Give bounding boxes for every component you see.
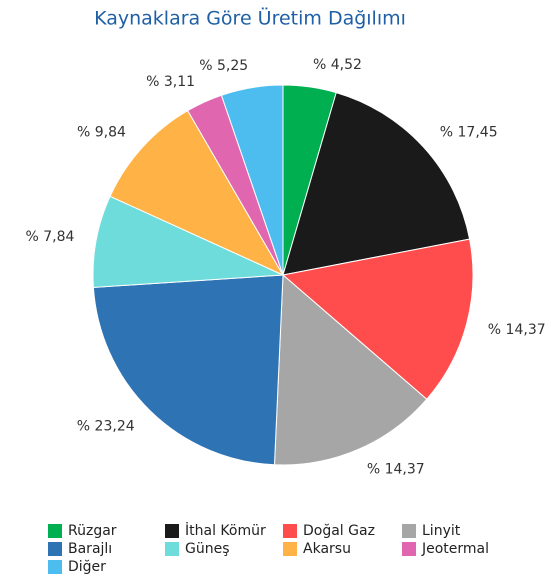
chart-title: Kaynaklara Göre Üretim Dağılımı bbox=[94, 7, 406, 30]
legend-label: İthal Kömür bbox=[185, 521, 266, 539]
data-label: % 7,84 bbox=[26, 229, 75, 245]
legend-swatch bbox=[283, 524, 297, 538]
legend-swatch bbox=[402, 524, 416, 538]
data-label: % 17,45 bbox=[440, 124, 498, 140]
pie-slice bbox=[273, 273, 428, 466]
legend-label: Rüzgar bbox=[68, 523, 117, 539]
data-label: % 3,11 bbox=[146, 74, 195, 90]
pie-slice bbox=[282, 91, 471, 276]
pie-slice bbox=[109, 109, 285, 277]
legend-swatch bbox=[48, 524, 62, 538]
legend-label: Jeotermal bbox=[421, 541, 489, 557]
legend-label: Doğal Gaz bbox=[303, 523, 375, 539]
legend-swatch bbox=[402, 542, 416, 556]
legend-swatch bbox=[48, 560, 62, 574]
legend-swatch bbox=[283, 542, 297, 556]
legend-swatch bbox=[165, 524, 179, 538]
pie-slice bbox=[92, 274, 284, 466]
pie-slice bbox=[281, 238, 474, 400]
data-label: % 14,37 bbox=[488, 322, 546, 338]
data-label: % 5,25 bbox=[199, 58, 248, 74]
legend-label: Akarsu bbox=[303, 541, 351, 557]
legend-label: Linyit bbox=[422, 523, 461, 539]
data-label: % 14,37 bbox=[367, 462, 425, 478]
legend-label: Barajlı bbox=[68, 541, 112, 557]
data-label: % 4,52 bbox=[313, 57, 362, 73]
data-label: % 23,24 bbox=[77, 418, 135, 434]
legend-label: Güneş bbox=[185, 541, 230, 557]
pie-slice bbox=[220, 84, 284, 276]
data-label: % 9,84 bbox=[77, 125, 126, 141]
legend-swatch bbox=[48, 542, 62, 556]
legend-swatch bbox=[165, 542, 179, 556]
pie-slice bbox=[92, 195, 284, 288]
legend-label: Diğer bbox=[68, 559, 106, 575]
